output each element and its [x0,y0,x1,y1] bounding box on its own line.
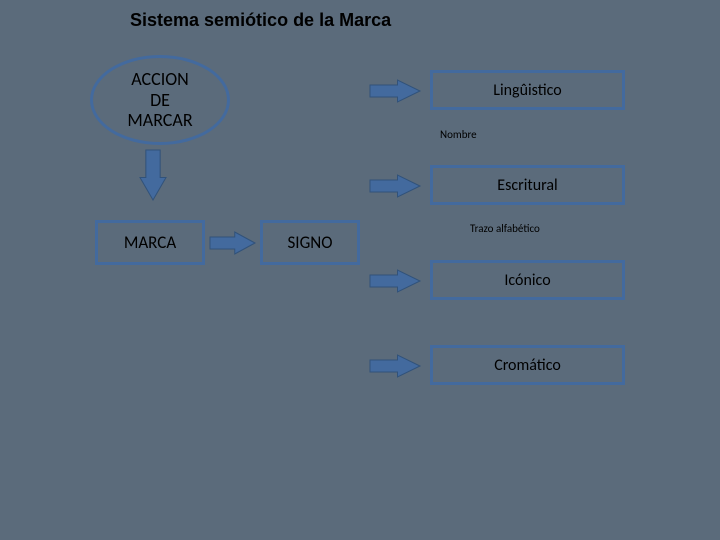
arrow-signo-linguistico-icon [370,80,420,102]
node-linguistico: Lingûistico [430,70,625,110]
node-accion-label: ACCIONDEMARCAR [127,69,192,131]
page-title: Sistema semiótico de la Marca [130,10,391,31]
node-cromatico: Cromático [430,345,625,385]
node-iconico-label: Icónico [504,271,550,290]
arrow-accion-down-icon [140,150,166,200]
node-signo: SIGNO [260,220,360,265]
node-cromatico-label: Cromático [494,356,561,375]
node-linguistico-label: Lingûistico [493,81,561,100]
caption-trazo: Trazo alfabético [470,222,540,235]
arrow-marca-signo-icon [210,232,255,254]
node-marca: MARCA [95,220,205,265]
arrow-signo-iconico-icon [370,270,420,292]
diagram-stage: Sistema semiótico de la Marca ACCIONDEMA… [0,0,720,540]
node-accion: ACCIONDEMARCAR [90,55,230,145]
node-escritural-label: Escritural [497,176,557,195]
caption-nombre: Nombre [440,128,477,141]
node-marca-label: MARCA [124,232,176,253]
node-iconico: Icónico [430,260,625,300]
node-signo-label: SIGNO [287,232,332,253]
arrow-signo-cromatico-icon [370,355,420,377]
arrow-signo-escritural-icon [370,175,420,197]
node-escritural: Escritural [430,165,625,205]
